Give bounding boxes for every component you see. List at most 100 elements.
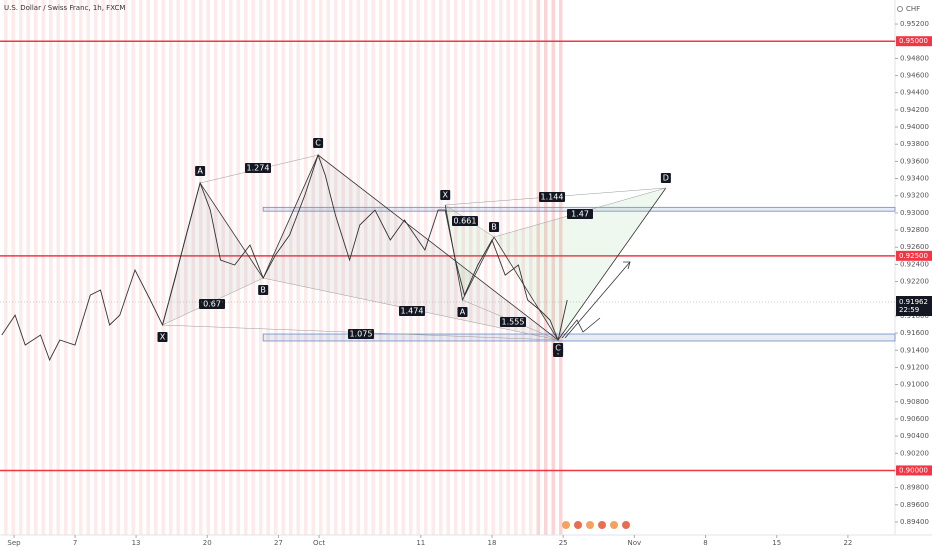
pattern-point-label: X	[160, 333, 166, 342]
stripe	[26, 0, 30, 535]
y-tick-label: 0.90200	[900, 449, 929, 457]
last-price-time: 22:59	[899, 306, 919, 314]
stripe	[401, 0, 405, 535]
stripe	[446, 0, 450, 535]
pattern-point-tag	[553, 343, 564, 354]
stripe	[296, 0, 300, 535]
ratio-tag	[199, 299, 225, 309]
currency-icon	[897, 6, 903, 12]
stripe	[364, 0, 368, 535]
y-tick-label: 0.90600	[900, 415, 929, 423]
stripe	[319, 0, 323, 535]
pattern-point-label: D	[663, 174, 669, 183]
stripe	[341, 0, 345, 535]
ratio-label: 1.555	[502, 318, 525, 327]
pattern-point-label: C	[555, 344, 561, 353]
y-tick-label: 0.92600	[900, 243, 929, 251]
x-tick-label: 11	[416, 539, 425, 547]
stripe	[274, 0, 278, 535]
stripe	[431, 0, 435, 535]
projection	[564, 261, 631, 339]
stripe	[251, 0, 255, 535]
stripe	[484, 0, 488, 535]
stripe	[326, 0, 330, 535]
pattern-point-tag	[258, 285, 269, 296]
stripe	[424, 0, 428, 535]
stripe	[559, 0, 563, 535]
y-tick-label: 0.94600	[900, 72, 929, 80]
stripe	[236, 0, 240, 535]
pattern-point-tag	[313, 138, 324, 149]
y-tick-label: 0.94800	[900, 54, 929, 62]
stripe	[334, 0, 338, 535]
level-label: 0.90000	[899, 466, 928, 474]
level-label: 0.95000	[899, 37, 928, 45]
y-tick-label: 0.90400	[900, 432, 929, 440]
pattern-point-label: B	[260, 286, 266, 295]
stripe	[229, 0, 233, 535]
y-tick-label: 0.94200	[900, 106, 929, 114]
stripe	[454, 0, 458, 535]
y-tick-label: 0.93800	[900, 140, 929, 148]
stripe	[124, 0, 128, 535]
ratio-label: 1.47	[571, 210, 589, 219]
stripe	[199, 0, 203, 535]
x-tick-label: 13	[132, 539, 141, 547]
ratio-label: 1.075	[350, 330, 373, 339]
x-tick-label: 22	[843, 539, 852, 547]
last-price-label: 0.91962	[899, 298, 928, 306]
pattern-point-tag	[457, 307, 468, 318]
stripe	[529, 0, 533, 535]
ratio-tag	[500, 317, 526, 327]
y-tick-label: 0.89800	[900, 484, 929, 492]
y-tick-label: 0.91600	[900, 329, 929, 337]
stripe	[394, 0, 398, 535]
stripe	[86, 0, 90, 535]
x-tick-label: 20	[203, 539, 212, 547]
stripe	[491, 0, 495, 535]
y-tick-label: 0.89600	[900, 501, 929, 509]
stripe	[206, 0, 210, 535]
stripe	[244, 0, 248, 535]
stripe	[439, 0, 443, 535]
stripe	[41, 0, 45, 535]
stripe	[49, 0, 53, 535]
level-tag	[896, 465, 932, 476]
x-tick-label: 7	[73, 539, 77, 547]
level-tag	[896, 250, 932, 261]
ratio-label: 1.144	[541, 193, 564, 202]
pattern-point-label: B	[491, 223, 497, 232]
stripe	[461, 0, 465, 535]
ratio-tag	[399, 306, 425, 316]
stripe	[349, 0, 353, 535]
bottom-icons	[562, 521, 630, 529]
stripe	[386, 0, 390, 535]
ratio-label: 0.661	[454, 217, 477, 226]
stripe	[161, 0, 165, 535]
pattern-point-tag	[195, 166, 206, 177]
pattern-fill	[494, 188, 666, 341]
stripe	[4, 0, 8, 535]
y-tick-label: 0.91000	[900, 381, 929, 389]
stripe	[289, 0, 293, 535]
stripe	[506, 0, 510, 535]
x-tick-label: Sep	[7, 539, 21, 547]
level-label: 0.92500	[899, 252, 928, 260]
ratio-label: 0.67	[203, 300, 221, 309]
stripe	[469, 0, 473, 535]
stripe	[221, 0, 225, 535]
stripe	[371, 0, 375, 535]
stripe	[11, 0, 15, 535]
pattern-fill	[162, 183, 264, 326]
y-tick-label: 0.92200	[900, 278, 929, 286]
currency: CHF	[906, 5, 920, 13]
stripe	[379, 0, 383, 535]
stripe	[521, 0, 525, 535]
y-tick-label: 0.94000	[900, 123, 929, 131]
x-tick-label: 15	[772, 539, 781, 547]
stripe	[551, 0, 555, 535]
ratio-tag	[245, 163, 271, 173]
stripe	[139, 0, 143, 535]
last-price-tag	[896, 296, 932, 317]
